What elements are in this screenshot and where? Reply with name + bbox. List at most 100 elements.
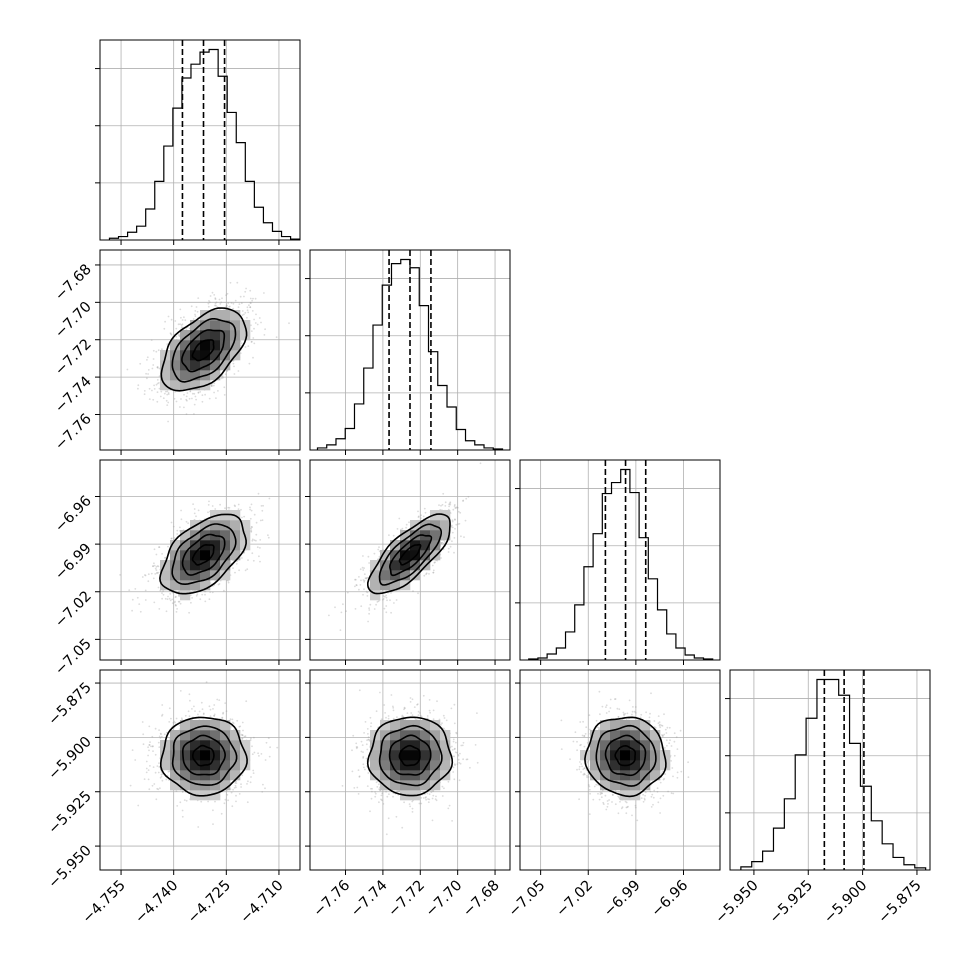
panel-frame [99,669,301,871]
density-cell [390,740,401,751]
sample-point [194,395,197,398]
sample-point [185,520,188,523]
sample-point [204,600,207,603]
sample-point [148,387,151,390]
sample-point [195,515,197,518]
sample-point [178,333,181,336]
sample-point [417,515,420,518]
contour-level [191,744,215,767]
sample-point [175,611,178,613]
sample-point [367,576,369,579]
density-cell [180,580,191,591]
sample-point [192,503,195,505]
density-cell [180,570,191,581]
sample-point [232,567,234,569]
sample-point [210,383,212,386]
sample-point [178,334,180,337]
sample-point [395,815,398,818]
sample-point [170,333,172,335]
sample-point [145,767,148,770]
density-cell [410,740,421,751]
density-panel-3-2 [328,462,482,631]
sample-point [158,367,161,370]
sample-point [428,793,431,796]
density-cell [200,740,211,751]
sample-point [582,720,584,723]
sample-point [363,588,365,591]
sample-point [401,826,404,829]
sample-point [668,726,671,729]
sample-point [455,523,458,526]
sample-point [601,792,603,795]
sample-point [252,559,255,562]
sample-point [191,597,194,599]
sample-point [652,796,655,799]
density-cell [390,760,401,771]
sample-point [447,780,450,783]
sample-point [459,762,462,765]
sample-point [161,592,163,594]
sample-point [143,393,146,396]
sample-point [375,603,377,606]
sample-point [267,737,270,739]
sample-point [355,584,358,587]
sample-point [158,729,161,731]
sample-point [459,752,461,755]
density-cell [240,740,251,751]
density-cell [160,360,171,371]
sample-point [250,340,253,343]
sample-point [230,302,233,304]
sample-point [659,781,662,784]
sample-point [242,729,244,732]
sample-point [156,366,159,369]
density-cell [400,550,411,561]
sample-point [402,715,404,718]
sample-point [148,725,151,728]
density-cell [420,550,431,561]
sample-point [239,295,242,298]
sample-point [453,504,456,506]
sample-point [251,299,254,302]
sample-point [441,503,444,506]
sample-point [181,791,184,793]
density-cell [430,760,441,771]
density-cell [400,730,411,741]
sample-point [181,323,184,326]
contour-level [160,716,248,797]
density-cell [170,740,181,751]
sample-point [355,747,358,750]
sample-point [417,714,420,716]
density-cell [390,580,401,591]
density-cell [190,770,201,781]
sample-point [142,733,145,736]
sample-point [167,315,170,318]
sample-point [241,734,244,737]
sample-point [246,316,248,319]
sample-point [172,721,175,724]
sample-point [212,708,214,710]
sample-point [179,690,182,692]
sample-point [153,384,156,387]
density-cell [180,770,191,781]
sample-point [454,527,456,530]
sample-point [249,306,252,309]
sample-point [241,774,244,777]
sample-point [261,791,264,793]
histogram-bin [391,264,400,450]
density-cell [220,340,231,351]
density-cell [400,530,411,541]
sample-point [450,524,453,527]
sample-point [378,801,380,804]
sample-point [188,693,191,696]
sample-point [260,505,263,507]
sample-point [679,729,682,732]
histogram-bin [373,325,382,450]
contour-level [366,716,454,797]
sample-point [156,382,159,385]
sample-point [455,741,457,744]
sample-point [228,306,230,308]
sample-point [177,594,180,596]
sample-point [166,404,169,406]
sample-point [208,500,210,503]
sample-point [454,747,456,750]
